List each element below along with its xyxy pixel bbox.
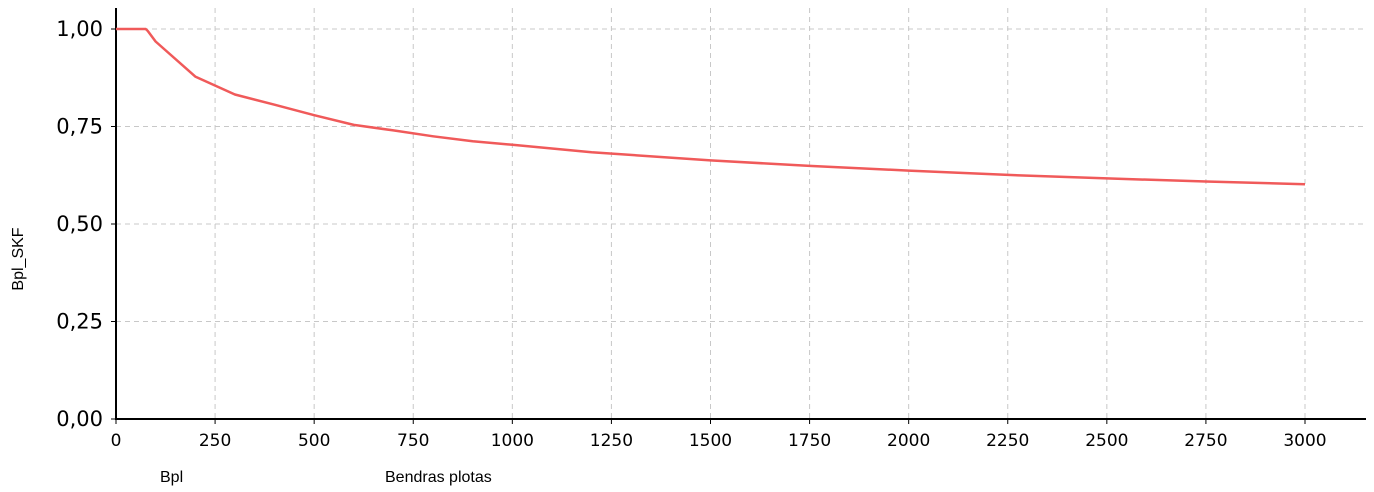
x-tick-label: 1750 <box>788 431 831 451</box>
x-tick-label: 2500 <box>1085 431 1128 451</box>
x-tick-label: 1000 <box>491 431 534 451</box>
x-tick-label: 0 <box>111 431 122 451</box>
y-axis-label: Bpl_SKF <box>10 227 27 290</box>
x-tick-label: 2000 <box>887 431 930 451</box>
y-tick-label: 0,00 <box>56 407 103 431</box>
axes-layer <box>115 8 1366 420</box>
series-layer <box>116 27 1306 186</box>
x-tick-label: 2750 <box>1184 431 1227 451</box>
y-tick-label: 0,75 <box>56 115 103 139</box>
y-tick-label: 0,25 <box>56 310 103 334</box>
x-tick-label: 1500 <box>689 431 732 451</box>
y-tick-label: 0,50 <box>56 212 103 236</box>
x-tick-label: 500 <box>298 431 330 451</box>
legend-description: Bendras plotas <box>385 469 492 486</box>
x-tick-label: 750 <box>397 431 429 451</box>
x-tick-label: 250 <box>199 431 231 451</box>
series-line-bpl <box>116 27 1306 186</box>
x-tick-label: 2250 <box>986 431 1029 451</box>
grid-layer <box>116 8 1366 419</box>
x-tick-label: 3000 <box>1283 431 1326 451</box>
legend-series-label: Bpl <box>160 469 184 486</box>
x-tick-label: 1250 <box>590 431 633 451</box>
tick-layer: 0 250 500 750 1000 1250 1500 1750 2000 2250 2500 27… <box>56 17 1326 451</box>
y-tick-label: 1,00 <box>56 17 103 41</box>
